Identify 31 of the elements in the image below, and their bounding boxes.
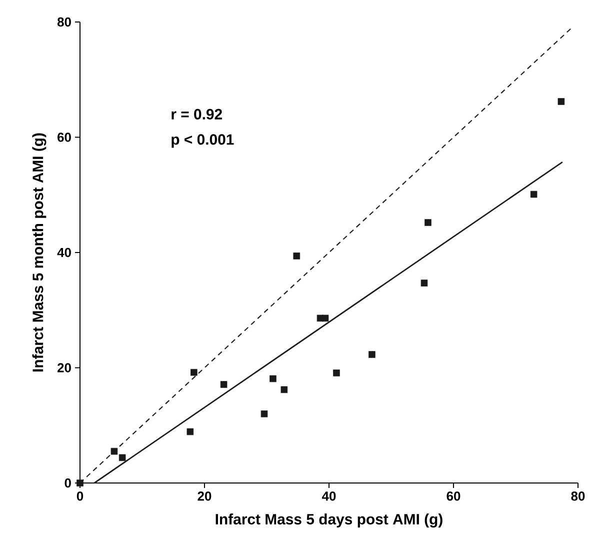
point [260,410,268,418]
y-tick-label: 80 [57,17,71,27]
y-tick-label: 60 [58,132,71,142]
point [270,375,276,382]
annotation: r = 0.92 [172,108,222,120]
x-tick-label: 60 [446,492,460,501]
y-axis-title: Infarct Mass 5 month post AMI (g) [32,133,46,372]
point [76,480,84,486]
annotation: p < 0.001 [172,134,234,148]
y-tick-label: 0 [64,478,71,488]
point [110,448,118,455]
point [190,368,198,376]
point [118,454,126,462]
point [420,280,428,286]
point [293,252,300,260]
point [368,351,376,358]
x-tick-label: 0 [76,492,84,501]
point [558,98,565,105]
point [424,219,432,226]
y-tick-label: 40 [57,248,71,258]
point [530,190,538,198]
point [186,428,194,436]
x-tick-label: 20 [198,492,212,501]
point [220,381,228,388]
x-tick-label: 40 [322,492,336,501]
point [280,386,288,394]
point [322,314,329,322]
x-tick-label: 80 [571,492,585,501]
point [333,370,340,376]
y-tick-label: 20 [58,363,71,372]
x-axis-title: Infarct Mass 5 days post AMI (g) [216,514,442,528]
